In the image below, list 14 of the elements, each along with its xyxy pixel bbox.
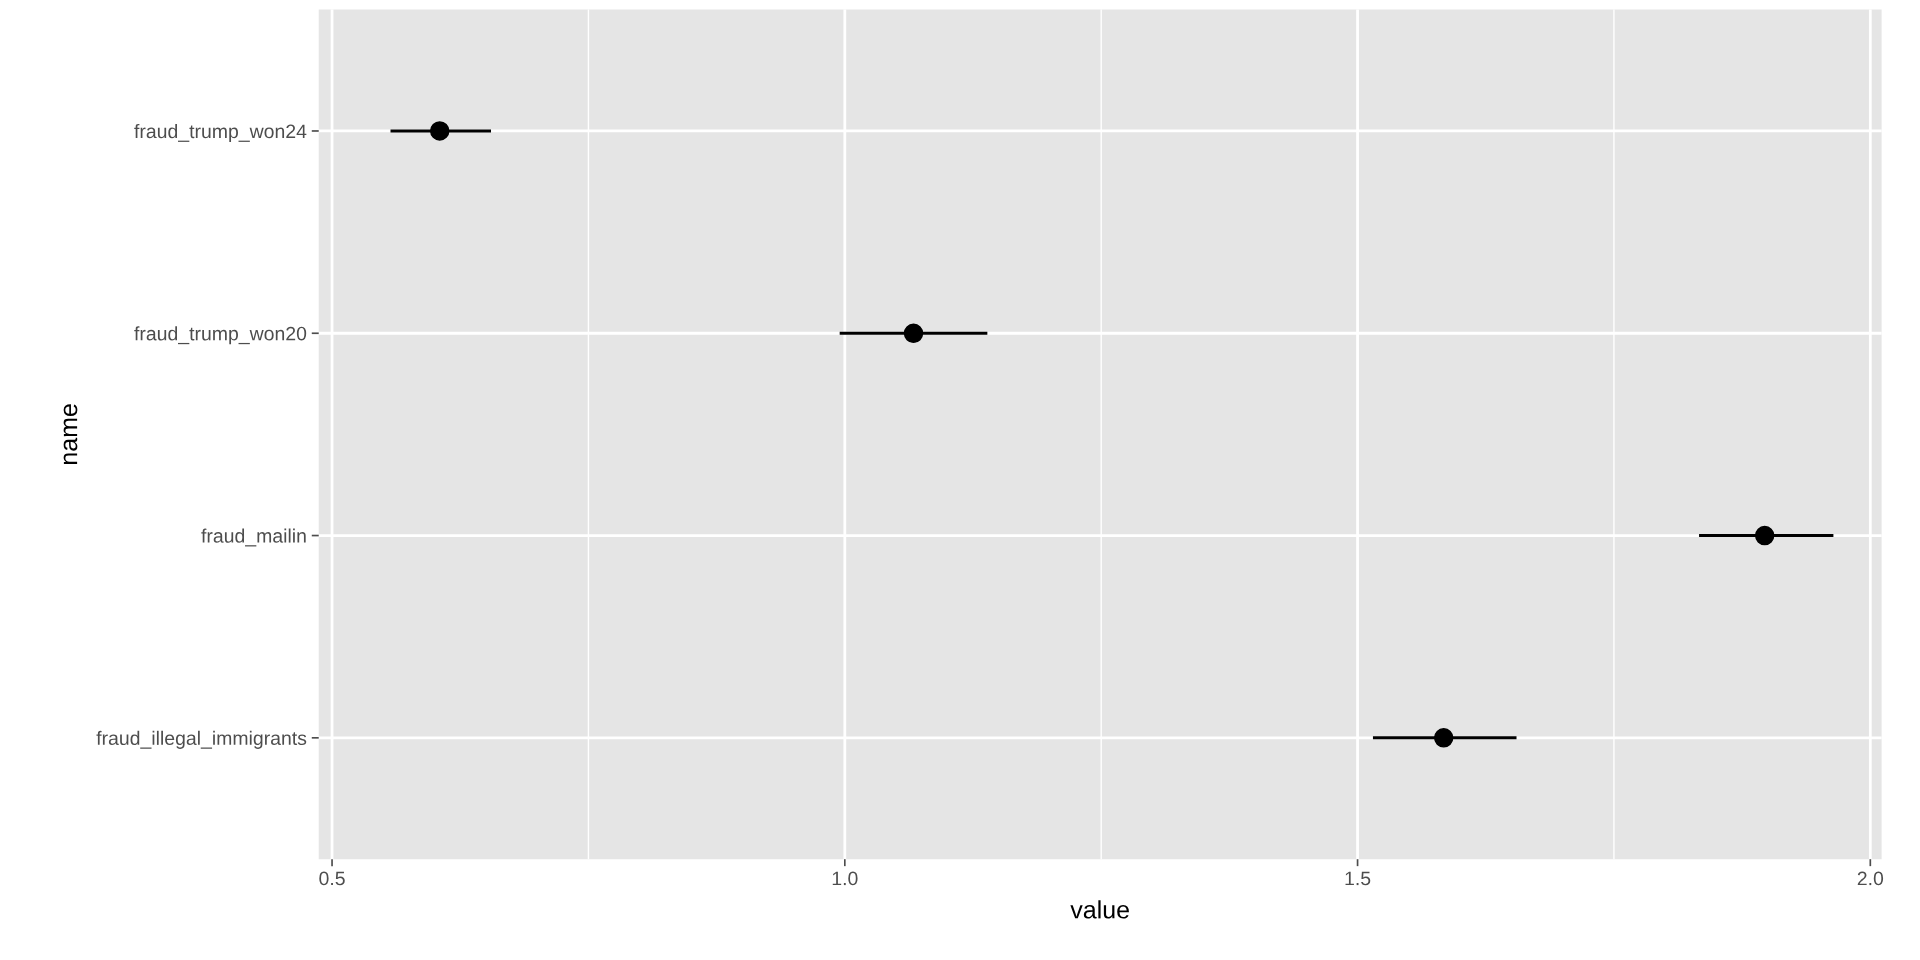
point [430, 121, 450, 141]
x-tick-label: 2.0 [1857, 871, 1884, 886]
y-tick-label: fraud_trump_won24 [134, 123, 307, 143]
y-tick-label: fraud_illegal_immigrants [96, 730, 307, 749]
y-axis-title: name [63, 404, 78, 465]
point [1754, 525, 1775, 546]
y-tick-label: fraud_trump_won20 [134, 326, 307, 345]
x-axis-title: value [1070, 900, 1129, 919]
x-tick-label: 0.5 [319, 871, 345, 886]
x-tick-label: 1.0 [832, 871, 858, 886]
point [903, 323, 924, 343]
x-tick-label: 1.5 [1345, 871, 1371, 886]
point [1433, 728, 1454, 748]
y-tick-label: fraud_mailin [201, 528, 306, 547]
